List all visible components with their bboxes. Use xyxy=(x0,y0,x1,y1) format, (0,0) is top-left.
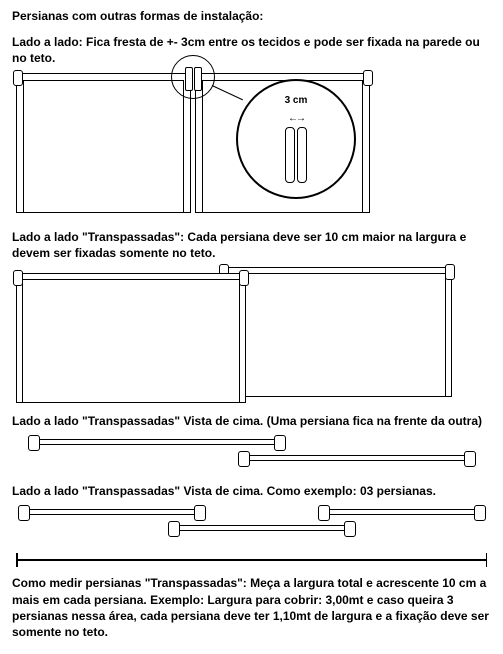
page-title: Persianas com outras formas de instalaçã… xyxy=(12,8,491,24)
section4-text: Lado a lado "Transpassadas" Vista de cim… xyxy=(12,483,491,499)
rod-3c xyxy=(322,509,482,515)
blind-left xyxy=(16,73,191,213)
rod-1 xyxy=(32,439,282,445)
zoom-brackets-icon xyxy=(285,127,307,183)
section4-diagram xyxy=(12,505,491,545)
zoom-detail-icon: 3 cm ←→ xyxy=(236,79,356,199)
section3-text: Lado a lado "Transpassadas" Vista de cim… xyxy=(12,413,491,429)
section3-diagram xyxy=(12,435,491,475)
section1-diagram: 3 cm ←→ xyxy=(12,73,491,223)
zoom-label: 3 cm xyxy=(285,94,308,108)
zoom-indicator-icon xyxy=(171,55,215,99)
section5-text: Como medir persianas "Transpassadas": Me… xyxy=(12,575,491,640)
measure-line xyxy=(12,553,491,567)
rod-2 xyxy=(242,455,472,461)
rod-3b xyxy=(172,525,352,531)
zoom-arrow-icon: ←→ xyxy=(288,112,304,126)
rod-3a xyxy=(22,509,202,515)
section2-diagram xyxy=(12,267,491,407)
overlap-blind-back xyxy=(222,267,452,397)
overlap-blind-front xyxy=(16,273,246,403)
section2-text: Lado a lado "Transpassadas": Cada persia… xyxy=(12,229,491,261)
section1-text: Lado a lado: Fica fresta de +- 3cm entre… xyxy=(12,34,491,66)
